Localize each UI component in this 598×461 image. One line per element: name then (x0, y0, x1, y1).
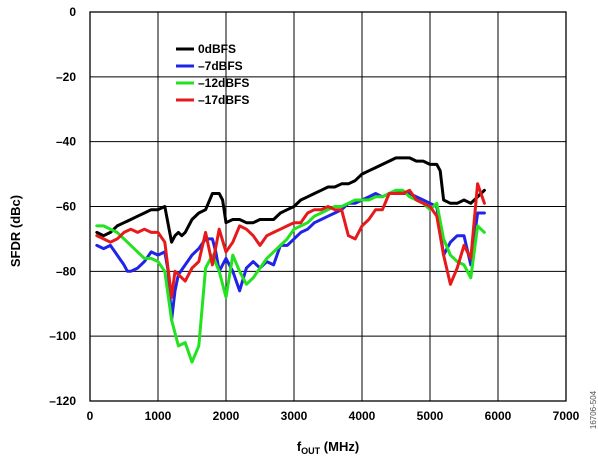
y-axis-label: SFDR (dBc) (8, 195, 23, 267)
series-line-4 (95, 182, 486, 299)
x-tick-labels: 0 1000 2000 3000 4000 5000 6000 7000 (87, 409, 580, 423)
y-tick-label: –20 (56, 70, 76, 84)
y-tick-label: –40 (56, 135, 76, 149)
x-axis-label-unit: (MHz) (320, 439, 359, 454)
x-tick-label: 7000 (553, 409, 580, 423)
x-tick-label: 3000 (281, 409, 308, 423)
legend-label: –7dBFS (198, 59, 243, 73)
y-tick-label: –100 (49, 329, 76, 343)
x-axis-label-subscript: OUT (301, 446, 321, 456)
y-tick-labels: 0 –20 –40 –60 –80 –100 –120 (49, 5, 76, 408)
x-axis-label-base: f (297, 439, 302, 454)
x-tick-label: 5000 (417, 409, 444, 423)
series-line-1 (95, 156, 486, 244)
x-tick-label: 4000 (349, 409, 376, 423)
y-tick-label: 0 (69, 5, 76, 19)
y-tick-label: –60 (56, 200, 76, 214)
legend-label: 0dBFS (198, 42, 236, 56)
legend: 0dBFS –7dBFS –12dBFS –17dBFS (176, 42, 249, 107)
y-tick-label: –80 (56, 264, 76, 278)
x-axis-label: fOUT (MHz) (297, 439, 359, 456)
x-tick-label: 0 (87, 409, 94, 423)
series-lines (95, 156, 486, 364)
x-tick-label: 2000 (213, 409, 240, 423)
legend-label: –17dBFS (198, 93, 249, 107)
y-tick-label: –120 (49, 394, 76, 408)
legend-label: –12dBFS (198, 76, 249, 90)
x-tick-label: 6000 (485, 409, 512, 423)
x-tick-label: 1000 (145, 409, 172, 423)
figure-code: 16706-504 (589, 390, 598, 429)
plot-frame (89, 11, 567, 402)
